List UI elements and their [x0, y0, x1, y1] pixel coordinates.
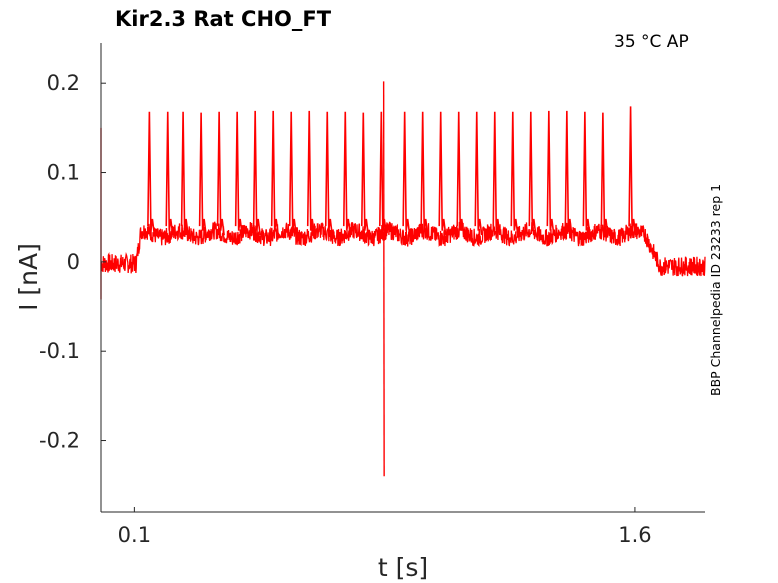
y-tick-label: 0.1 — [47, 161, 80, 185]
chart-title: Kir2.3 Rat CHO_FT — [115, 7, 332, 31]
spike-mark — [216, 111, 225, 236]
y-tick-group: 0.2 0.1 0 -0.1 -0.2 — [39, 71, 106, 453]
x-tick-label: 1.6 — [618, 523, 651, 547]
spike-mark — [510, 111, 519, 236]
spike-mark — [360, 112, 370, 236]
spike-mark — [324, 111, 334, 236]
x-tick-label: 0.1 — [118, 523, 151, 547]
spike-mark — [628, 106, 637, 236]
spike-mark — [492, 111, 501, 236]
spike-mark — [402, 111, 411, 236]
spike-mark — [234, 111, 243, 236]
y-axis-label: I [nA] — [14, 243, 43, 311]
spike-mark — [379, 111, 388, 236]
spike-mark — [147, 111, 156, 236]
y-tick-label: 0 — [67, 250, 80, 274]
spike-mark — [546, 110, 555, 236]
current-trace-group — [100, 81, 706, 477]
channel-id-label: BBP Channelpedia ID 23233 rep 1 — [708, 184, 723, 396]
spike-mark — [438, 111, 447, 236]
spike-mark — [564, 110, 573, 236]
x-axis-label: t [s] — [378, 553, 428, 582]
spike-mark — [306, 110, 316, 236]
spike-mark — [600, 112, 609, 236]
spike-mark — [582, 111, 591, 236]
spike-mark — [528, 111, 537, 236]
y-tick-label: -0.2 — [39, 429, 80, 453]
spike-mark — [474, 111, 483, 236]
artifact-mark — [382, 81, 385, 477]
y-tick-label: 0.2 — [47, 71, 80, 95]
spike-mark — [270, 110, 279, 236]
spike-mark — [180, 111, 189, 236]
spike-mark — [342, 111, 352, 236]
spike-mark — [456, 111, 465, 236]
condition-label: 35 °C AP — [614, 32, 689, 52]
spike-mark — [165, 111, 174, 236]
spike-mark — [252, 110, 261, 236]
x-tick-group: 0.1 1.6 — [118, 507, 652, 547]
spike-mark — [288, 111, 298, 236]
y-tick-label: -0.1 — [39, 339, 80, 363]
spike-mark — [198, 112, 207, 236]
spike-mark — [420, 111, 429, 236]
